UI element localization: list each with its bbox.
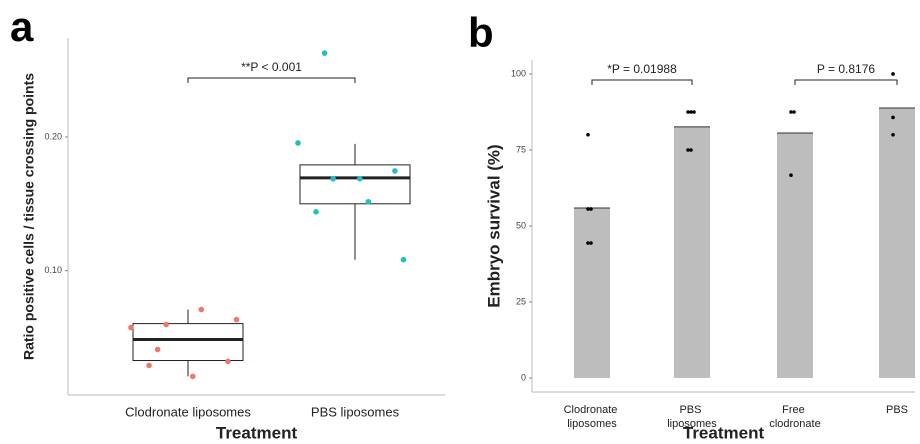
y-tick-label: 0.10 [44,265,62,275]
bar [674,126,710,379]
x-tick-label: Clodronate liposomes [564,404,621,430]
box [299,164,411,205]
point [891,115,895,120]
point [400,256,407,263]
point [689,148,693,152]
point [154,346,161,353]
point [692,110,696,114]
point [356,175,363,182]
bar [574,208,610,379]
point [586,241,590,245]
point [330,175,336,182]
point [295,140,301,146]
point [689,110,693,114]
point [128,324,134,331]
panel-label: b [468,9,494,56]
point [586,132,590,137]
point [198,306,205,313]
point [789,173,793,178]
point [789,110,793,114]
significance-bracket [591,79,693,85]
significance-label: P = 0.8176 [817,62,875,76]
point [163,321,169,328]
point [365,198,372,205]
significance-bracket [794,79,898,85]
point [891,72,895,76]
point [313,209,319,215]
significance-bracket [187,77,356,83]
y-axis-title: Embryo survival (%) [484,144,503,307]
point [586,207,590,211]
point [891,132,895,137]
y-tick-label: 75 [516,144,526,154]
significance-label: *P = 0.01988 [607,62,677,76]
bar [777,132,813,379]
x-tick-label: PBS liposomes [667,404,717,430]
y-tick-label: 100 [511,68,526,78]
point [321,50,328,56]
point [792,110,796,114]
significance-label: **P < 0.001 [241,60,302,74]
y-tick-label: 0.20 [44,131,62,141]
y-tick-label: 50 [516,220,526,230]
point [233,316,240,323]
point [686,148,690,152]
point [189,373,196,380]
x-axis-title: Treatment [216,423,298,442]
y-tick-label: 25 [516,296,526,306]
x-axis-title: Treatment [683,423,765,442]
point [225,358,231,365]
panel-label: a [10,3,34,50]
x-tick-label: PBS liposomes [311,404,400,419]
point [686,110,690,114]
point [589,207,593,211]
x-tick-label: Clodronate liposomes [125,404,251,419]
point [392,168,398,174]
point [146,362,152,369]
box [132,323,244,362]
y-tick-label: 0 [521,372,526,382]
point [589,241,593,245]
x-tick-label: PBS [886,404,908,416]
bar [879,108,915,379]
x-tick-label: Free clodronate [769,404,820,430]
y-axis-title: Ratio positive cells / tissue crossing p… [21,73,37,360]
